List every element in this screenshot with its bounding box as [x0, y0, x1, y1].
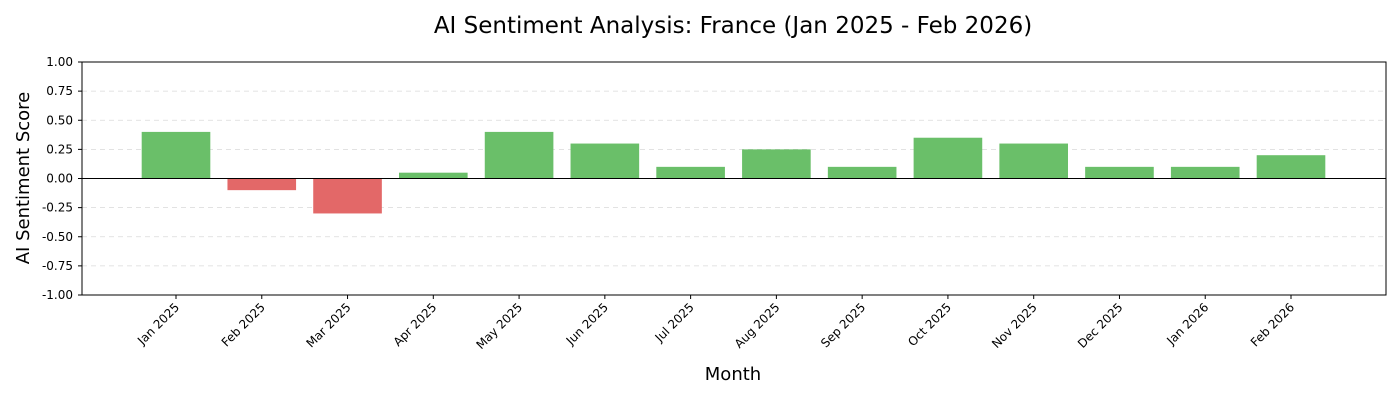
y-axis-label: AI Sentiment Score	[13, 92, 34, 265]
x-tick-label: Jan 2025	[134, 300, 182, 348]
bar-nov-2025	[999, 143, 1068, 179]
bar-apr-2025	[399, 172, 468, 179]
x-tick-label: Jul 2025	[652, 300, 697, 345]
bar-mar-2025	[313, 178, 382, 214]
x-tick-label: Oct 2025	[905, 300, 954, 349]
y-tick-label: -1.00	[42, 288, 73, 302]
x-axis-label: Month	[705, 364, 761, 385]
bars	[141, 131, 1326, 214]
x-tick-label: Dec 2025	[1075, 300, 1126, 351]
y-tick-label: 0.25	[46, 142, 73, 156]
bar-dec-2025	[1085, 166, 1154, 179]
chart-title: AI Sentiment Analysis: France (Jan 2025 …	[434, 13, 1032, 39]
x-tick-label: Jun 2025	[563, 300, 611, 348]
bar-feb-2026	[1256, 155, 1326, 179]
bar-jun-2025	[570, 143, 640, 179]
bar-oct-2025	[913, 137, 983, 179]
bar-may-2025	[484, 131, 554, 179]
y-axis-ticks: -1.00 -0.75 -0.50 -0.25 0.00 0.25 0.50 0.75 1.00	[42, 55, 82, 302]
x-tick-label: Feb 2025	[219, 300, 268, 349]
x-tick-label: Nov 2025	[989, 300, 1040, 351]
y-tick-label: -0.50	[42, 230, 73, 244]
x-tick-label: Aug 2025	[732, 300, 783, 351]
x-tick-label: Jan 2026	[1163, 300, 1211, 348]
y-tick-label: 0.00	[46, 172, 73, 186]
bar-jan-2025	[141, 131, 211, 179]
x-tick-label: Feb 2026	[1248, 300, 1297, 349]
bar-jan-2026	[1170, 166, 1240, 179]
bar-feb-2025	[227, 178, 297, 191]
bar-aug-2025	[742, 149, 811, 179]
bar-jul-2025	[656, 166, 725, 179]
y-tick-label: -0.75	[42, 259, 73, 273]
bar-sep-2025	[827, 166, 897, 179]
y-tick-label: 0.50	[46, 113, 73, 127]
y-tick-label: -0.25	[42, 201, 73, 215]
x-tick-label: Sep 2025	[818, 300, 868, 350]
y-tick-label: 0.75	[46, 84, 73, 98]
x-tick-label: Mar 2025	[303, 300, 353, 350]
y-tick-label: 1.00	[46, 55, 73, 69]
x-tick-label: Apr 2025	[391, 300, 440, 349]
grid-lines	[82, 90, 1386, 267]
x-tick-label: May 2025	[473, 300, 525, 352]
x-axis-ticks: Jan 2025 Feb 2025 Mar 2025 Apr 2025 May 2025…	[134, 295, 1297, 352]
